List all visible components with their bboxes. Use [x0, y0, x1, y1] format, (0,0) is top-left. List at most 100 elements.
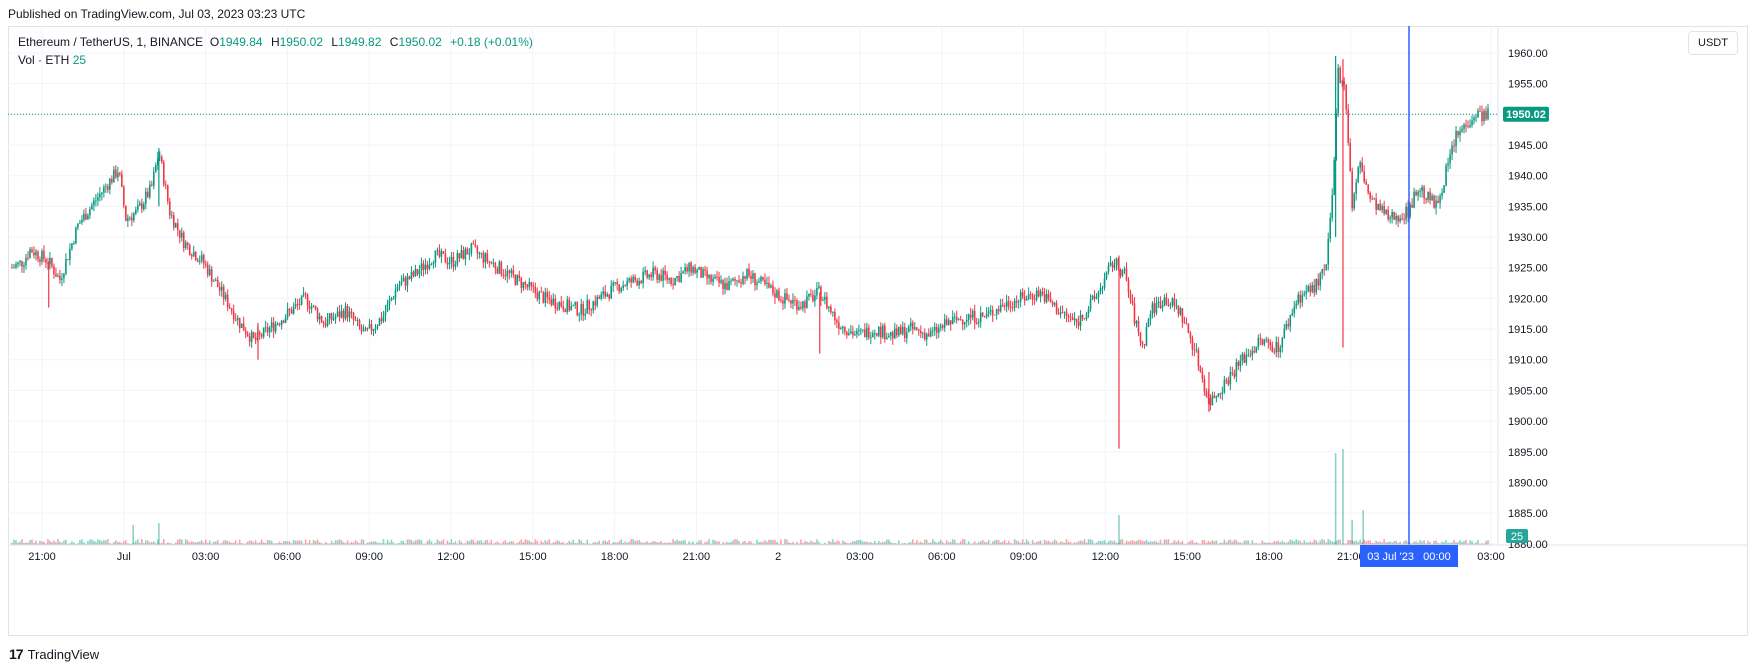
- volume-bar: [670, 542, 672, 545]
- candle-body: [105, 186, 107, 188]
- candle-body: [1393, 212, 1395, 220]
- candle-body: [178, 229, 181, 238]
- candle-body: [650, 274, 652, 278]
- volume-bar: [1145, 539, 1148, 545]
- candle-body: [1435, 200, 1437, 208]
- volume-bar: [27, 542, 29, 545]
- candle-body: [1309, 286, 1312, 292]
- volume-bar: [81, 539, 83, 545]
- volume-bar: [490, 539, 493, 545]
- candle-body: [776, 290, 778, 298]
- candle-body: [903, 326, 906, 338]
- volume-bar: [526, 540, 529, 545]
- last-volume-label: 25: [1506, 529, 1528, 543]
- volume-bar: [890, 542, 892, 545]
- volume-bar: [105, 540, 107, 545]
- legend-volume-row: Vol · ETH 25: [18, 51, 538, 69]
- candle-body: [702, 269, 704, 278]
- volume-bar: [454, 541, 457, 545]
- candle-body: [1233, 373, 1236, 377]
- candle-body: [929, 330, 932, 337]
- candle-body: [506, 270, 509, 277]
- candle-body: [690, 262, 692, 273]
- candle-body: [1101, 287, 1104, 289]
- candle-body: [1135, 321, 1138, 324]
- candle-body: [638, 280, 640, 286]
- candle-body: [143, 203, 145, 210]
- volume-bar: [1305, 542, 1308, 545]
- candle-body: [67, 259, 69, 260]
- volume-bar: [302, 543, 305, 545]
- candle-body: [55, 274, 57, 277]
- volume-bar: [660, 541, 662, 545]
- volume-bar: [1435, 540, 1437, 545]
- candle-body: [606, 294, 608, 297]
- volume-bar: [987, 540, 990, 545]
- tradingview-logo[interactable]: 17 TradingView: [9, 646, 99, 662]
- candle-body: [436, 250, 439, 251]
- candle-body: [724, 282, 726, 290]
- price-axis[interactable]: 1960.001955.001950.001945.001940.001935.…: [1508, 48, 1548, 551]
- candle-body: [1245, 355, 1248, 363]
- candle-body: [943, 319, 946, 328]
- candle-body: [971, 310, 974, 318]
- candle-body: [394, 290, 397, 299]
- candle-body: [442, 251, 445, 254]
- time-axis[interactable]: 21:00 Jul 03:00 06:00 09:00 12:00 15:00 18:00 21…: [28, 551, 1505, 563]
- candle-body: [1479, 110, 1481, 112]
- candle-body: [1243, 354, 1246, 363]
- volume-bar: [69, 543, 71, 545]
- volume-bar: [1095, 542, 1098, 545]
- price-chart[interactable]: 1960.001955.001950.001945.001940.001935.…: [8, 26, 1748, 636]
- candle-body: [1123, 268, 1126, 271]
- volume-bar: [552, 542, 555, 545]
- volume-bar: [1067, 541, 1070, 545]
- volume-bar: [578, 539, 581, 545]
- candle-body: [510, 270, 513, 273]
- volume-bar: [127, 543, 129, 545]
- volume-bar: [722, 542, 724, 545]
- volume-bar: [1083, 539, 1086, 545]
- candle-body: [1341, 81, 1343, 83]
- volume-bar: [226, 541, 229, 545]
- candle-body: [1171, 298, 1174, 305]
- volume-label[interactable]: Vol · ETH: [18, 53, 70, 67]
- volume-bar: [282, 541, 285, 545]
- symbol-label[interactable]: Ethereum / TetherUS, 1, BINANCE: [18, 35, 204, 49]
- candle-body: [1375, 198, 1377, 210]
- volume-bar: [927, 542, 930, 545]
- volume-bar: [1417, 542, 1419, 545]
- candle-body: [290, 310, 293, 314]
- candle-body: [1463, 124, 1465, 129]
- candle-body: [810, 293, 812, 295]
- volume-bar: [933, 541, 936, 545]
- candle-body: [794, 299, 796, 301]
- volume-bar: [1281, 540, 1284, 545]
- volume-bar: [1057, 543, 1060, 545]
- volume-bar: [358, 543, 361, 545]
- volume-bar: [380, 543, 383, 545]
- volume-bar: [590, 543, 593, 545]
- candle-body: [804, 301, 806, 308]
- candle-body: [530, 281, 533, 286]
- currency-button[interactable]: USDT: [1688, 31, 1738, 55]
- candle-body: [1201, 371, 1204, 379]
- candle-body: [714, 276, 716, 279]
- volume-bar: [145, 540, 147, 545]
- volume-bar: [1485, 540, 1487, 545]
- volume-bar: [63, 540, 65, 545]
- volume-bar: [51, 542, 53, 545]
- candle-body: [1217, 393, 1220, 397]
- volume-bar: [1081, 541, 1084, 545]
- volume-bar: [466, 540, 469, 545]
- candle-body: [53, 266, 55, 275]
- candle-body: [226, 294, 229, 308]
- candle-body: [1131, 300, 1134, 304]
- candle-body: [812, 294, 814, 302]
- volume-bar: [620, 539, 622, 545]
- volume-bar: [516, 542, 519, 545]
- candle-body: [1097, 291, 1100, 298]
- candle-body: [1159, 301, 1162, 308]
- volume-bar: [416, 539, 419, 545]
- candle-body: [1277, 342, 1280, 352]
